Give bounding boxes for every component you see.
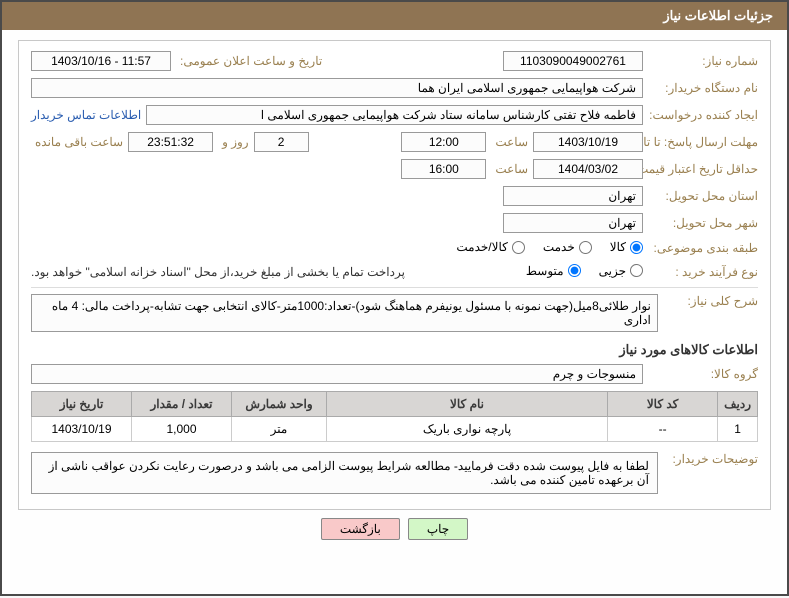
table-cell: 1 xyxy=(718,417,758,442)
val-need-no: 1103090049002761 xyxy=(503,51,643,71)
radio-category-goods-input[interactable] xyxy=(630,241,643,254)
lbl-hour-1: ساعت xyxy=(491,135,528,149)
table-cell: 1,000 xyxy=(132,417,232,442)
val-city: تهران xyxy=(503,213,643,233)
lbl-hour-2: ساعت xyxy=(491,162,528,176)
lbl-announce-dt: تاریخ و ساعت اعلان عمومی: xyxy=(176,54,322,68)
lbl-day-and: روز و xyxy=(218,135,249,149)
val-goods-group: منسوجات و چرم xyxy=(31,364,643,384)
lbl-buyer-notes: توضیحات خریدار: xyxy=(663,452,758,466)
lbl-remaining: ساعت باقی مانده xyxy=(31,135,123,149)
row-category: طبقه بندی موضوعی: کالا خدمت کالا/خدمت xyxy=(31,240,758,257)
table-header: ردیف xyxy=(718,392,758,417)
lbl-need-desc: شرح کلی نیاز: xyxy=(663,294,758,308)
table-row: 1--پارچه نواری باریکمتر1,0001403/10/19 xyxy=(32,417,758,442)
table-cell: پارچه نواری باریک xyxy=(327,417,608,442)
val-remain-hms: 23:51:32 xyxy=(128,132,213,152)
radio-category-service[interactable]: خدمت xyxy=(543,240,592,254)
val-reply-time: 12:00 xyxy=(401,132,486,152)
lbl-goods-group: گروه کالا: xyxy=(648,367,758,381)
radio-process-mid-input[interactable] xyxy=(568,264,581,277)
val-province: تهران xyxy=(503,186,643,206)
lbl-creator: ایجاد کننده درخواست: xyxy=(648,108,758,122)
val-buyer-org: شرکت هواپیمایی جمهوری اسلامی ایران هما xyxy=(31,78,643,98)
radio-category-both[interactable]: کالا/خدمت xyxy=(456,240,524,254)
panel-title: جزئیات اطلاعات نیاز xyxy=(2,2,787,30)
lbl-city: شهر محل تحویل: xyxy=(648,216,758,230)
radio-category-service-label: خدمت xyxy=(543,240,575,254)
table-header: تعداد / مقدار xyxy=(132,392,232,417)
radio-process-partial-input[interactable] xyxy=(630,264,643,277)
lbl-validity: حداقل تاریخ اعتبار قیمت: تا تاریخ: xyxy=(648,162,758,176)
radio-category-service-input[interactable] xyxy=(579,241,592,254)
table-cell: متر xyxy=(232,417,327,442)
val-reply-date: 1403/10/19 xyxy=(533,132,643,152)
val-creator: فاطمه فلاح تفتی کارشناس سامانه ستاد شرکت… xyxy=(146,105,643,125)
back-button[interactable]: بازگشت xyxy=(321,518,400,540)
lbl-category: طبقه بندی موضوعی: xyxy=(648,241,758,255)
val-need-desc: نوار طلائی8میل(جهت نمونه با مسئول یونیفر… xyxy=(31,294,658,332)
process-note: پرداخت تمام یا بخشی از مبلغ خرید،از محل … xyxy=(31,265,405,279)
table-header: نام کالا xyxy=(327,392,608,417)
radio-category-goods-label: کالا xyxy=(610,240,626,254)
link-buyer-contact[interactable]: اطلاعات تماس خریدار xyxy=(31,108,141,122)
val-buyer-notes: لطفا به فایل پیوست شده دقت فرمایید- مطال… xyxy=(31,452,658,494)
val-validity-date: 1404/03/02 xyxy=(533,159,643,179)
lbl-need-no: شماره نیاز: xyxy=(648,54,758,68)
table-cell: 1403/10/19 xyxy=(32,417,132,442)
main-panel: شماره نیاز: 1103090049002761 تاریخ و ساع… xyxy=(18,40,771,510)
radio-process-partial-label: جزیی xyxy=(599,264,626,278)
lbl-province: استان محل تحویل: xyxy=(648,189,758,203)
radio-category-goods[interactable]: کالا xyxy=(610,240,643,254)
lbl-buyer-org: نام دستگاه خریدار: xyxy=(648,81,758,95)
table-cell: -- xyxy=(608,417,718,442)
radio-category-both-input[interactable] xyxy=(512,241,525,254)
lbl-process: نوع فرآیند خرید : xyxy=(648,265,758,279)
radio-process-mid-label: متوسط xyxy=(526,264,564,278)
table-header: واحد شمارش xyxy=(232,392,327,417)
table-header: کد کالا xyxy=(608,392,718,417)
val-announce-dt: 1403/10/16 - 11:57 xyxy=(31,51,171,71)
val-validity-time: 16:00 xyxy=(401,159,486,179)
goods-table: ردیفکد کالانام کالاواحد شمارشتعداد / مقد… xyxy=(31,391,758,442)
section-goods-title: اطلاعات کالاهای مورد نیاز xyxy=(31,342,758,358)
print-button[interactable]: چاپ xyxy=(408,518,468,540)
radio-process-mid[interactable]: متوسط xyxy=(526,264,581,278)
radio-process-partial[interactable]: جزیی xyxy=(599,264,643,278)
row-process: نوع فرآیند خرید : جزیی متوسط پرداخت تمام … xyxy=(31,264,758,281)
lbl-reply-deadline: مهلت ارسال پاسخ: تا تاریخ: xyxy=(648,135,758,149)
val-remain-days: 2 xyxy=(254,132,309,152)
radio-category-both-label: کالا/خدمت xyxy=(456,240,507,254)
table-header: تاریخ نیاز xyxy=(32,392,132,417)
